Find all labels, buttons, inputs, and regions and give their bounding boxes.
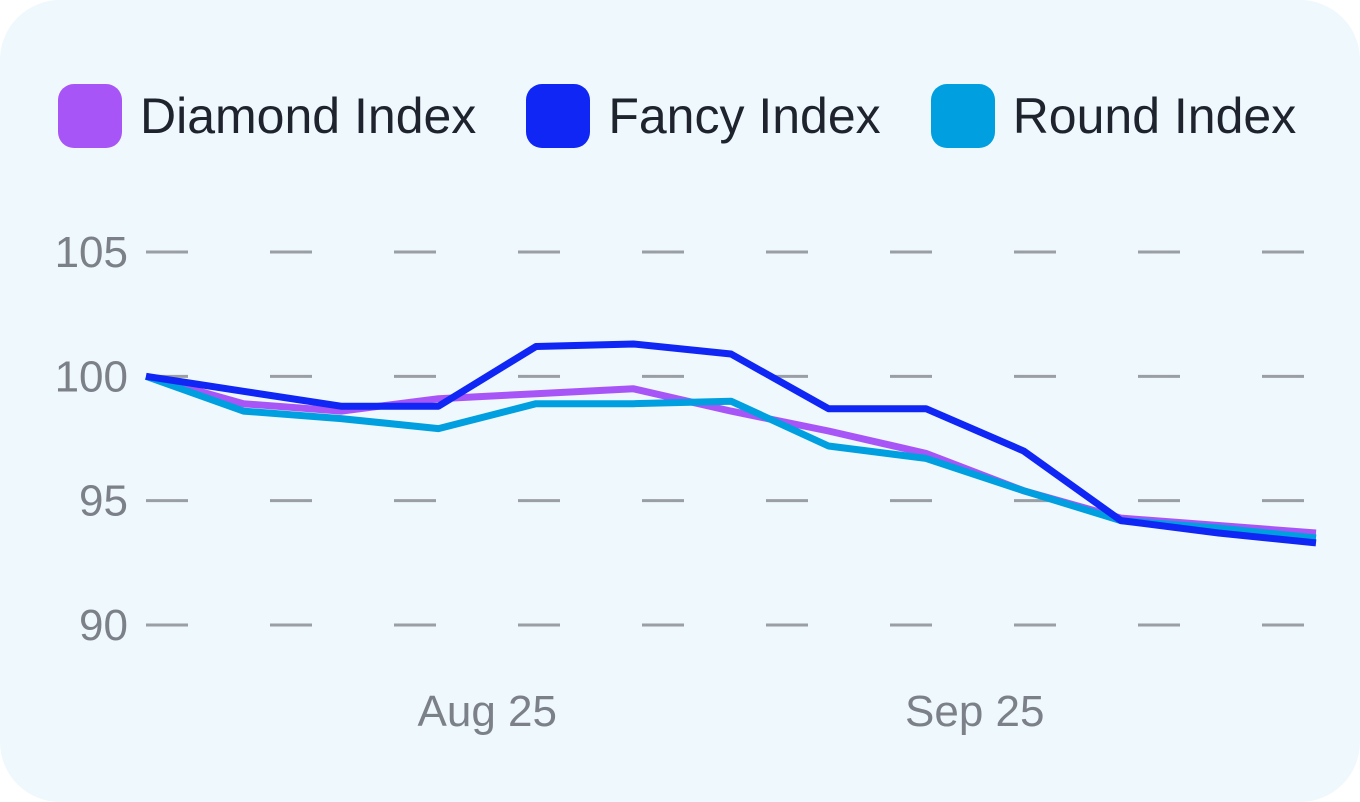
y-tick-label-100: 100 (55, 352, 128, 401)
grid-layer (146, 250, 1316, 627)
legend-label-fancy-index: Fancy Index (608, 88, 881, 144)
legend-swatch-fancy-index (526, 84, 591, 148)
legend: Diamond Index Fancy Index Round Index (58, 80, 1296, 152)
legend-item-diamond-index[interactable]: Diamond Index (58, 84, 476, 148)
y-tick-label-95: 95 (79, 477, 128, 526)
legend-item-round-index[interactable]: Round Index (930, 84, 1297, 148)
x-axis-ticks: Aug 25 Sep 25 (418, 687, 1045, 736)
legend-item-fancy-index[interactable]: Fancy Index (526, 84, 881, 148)
series-layer (144, 340, 1317, 547)
y-tick-label-105: 105 (55, 228, 128, 277)
x-tick-label-1: Sep 25 (905, 687, 1044, 736)
legend-label-round-index: Round Index (1012, 88, 1297, 144)
y-axis-ticks: 90 95 100 105 (55, 228, 128, 650)
legend-label-diamond-index: Diamond Index (140, 88, 477, 144)
series-line-fancy-index[interactable] (145, 340, 1317, 547)
x-tick-label-0: Aug 25 (418, 687, 557, 736)
y-tick-label-90: 90 (79, 601, 128, 650)
legend-swatch-diamond-index (58, 84, 122, 148)
legend-swatch-round-index (930, 84, 995, 148)
